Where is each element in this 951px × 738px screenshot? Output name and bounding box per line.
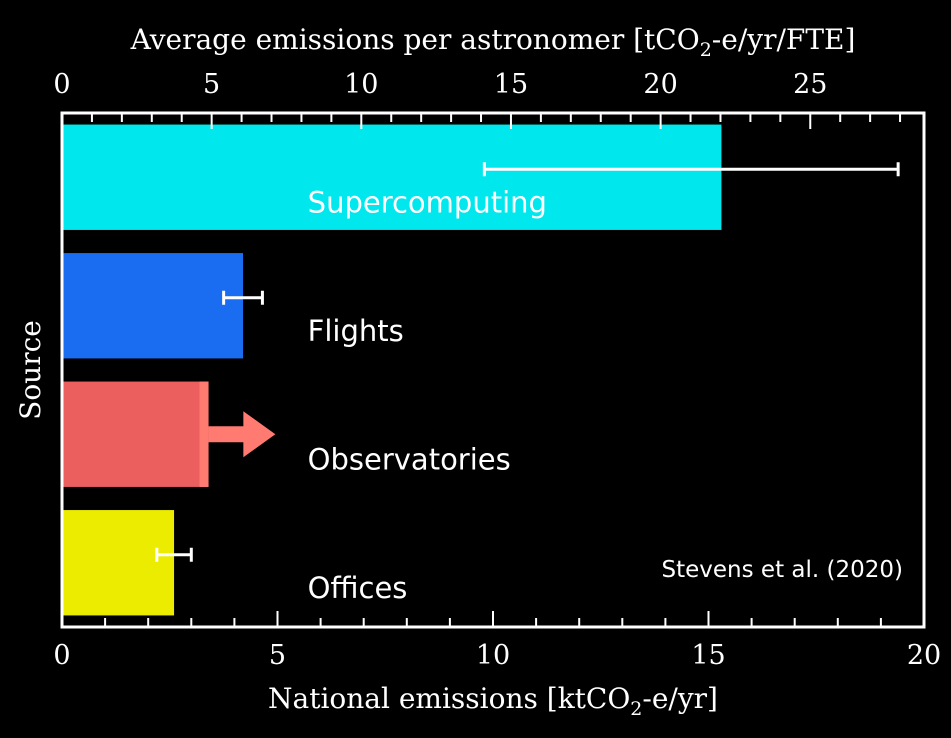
top-tick-label: 20 xyxy=(643,69,677,100)
bottom-tick-label: 10 xyxy=(476,640,510,671)
error-bars xyxy=(155,162,900,562)
bar-label-flights: Flights xyxy=(308,314,404,348)
bar-observatories xyxy=(62,381,209,487)
bottom-tick-label: 0 xyxy=(53,640,70,671)
bar-label-observatories: Observatories xyxy=(308,442,511,476)
bar-flights xyxy=(62,253,244,359)
top-axis-ticks: 0 5 10 15 20 25 xyxy=(53,69,902,129)
credit-annotation: Stevens et al. (2020) xyxy=(662,557,903,583)
lower-limit-arrow xyxy=(208,411,276,458)
top-tick-label: 10 xyxy=(344,69,378,100)
bar-supercomputing xyxy=(62,124,722,230)
bottom-tick-label: 5 xyxy=(269,640,286,671)
lower-limit-marker xyxy=(199,381,209,487)
bar-label-supercomputing: Supercomputing xyxy=(308,185,547,219)
top-axis-title: Average emissions per astronomer [tCO2-e… xyxy=(130,23,856,61)
bar-label-offices: Offices xyxy=(308,571,408,605)
bottom-axis-ticks: 0 5 10 15 20 xyxy=(53,611,941,671)
bars xyxy=(62,124,722,616)
y-axis-title: Source xyxy=(14,320,47,420)
bar-offices xyxy=(62,510,175,616)
top-tick-label: 5 xyxy=(203,69,220,100)
top-tick-label: 15 xyxy=(494,69,528,100)
bar-labels: Supercomputing Flights Observatories Office… xyxy=(308,185,547,605)
top-tick-label: 0 xyxy=(53,69,70,100)
bottom-tick-label: 15 xyxy=(691,640,725,671)
top-tick-label: 25 xyxy=(793,69,827,100)
bottom-axis-title: National emissions [ktCO2-e/yr] xyxy=(268,682,718,720)
bottom-tick-label: 20 xyxy=(907,640,941,671)
